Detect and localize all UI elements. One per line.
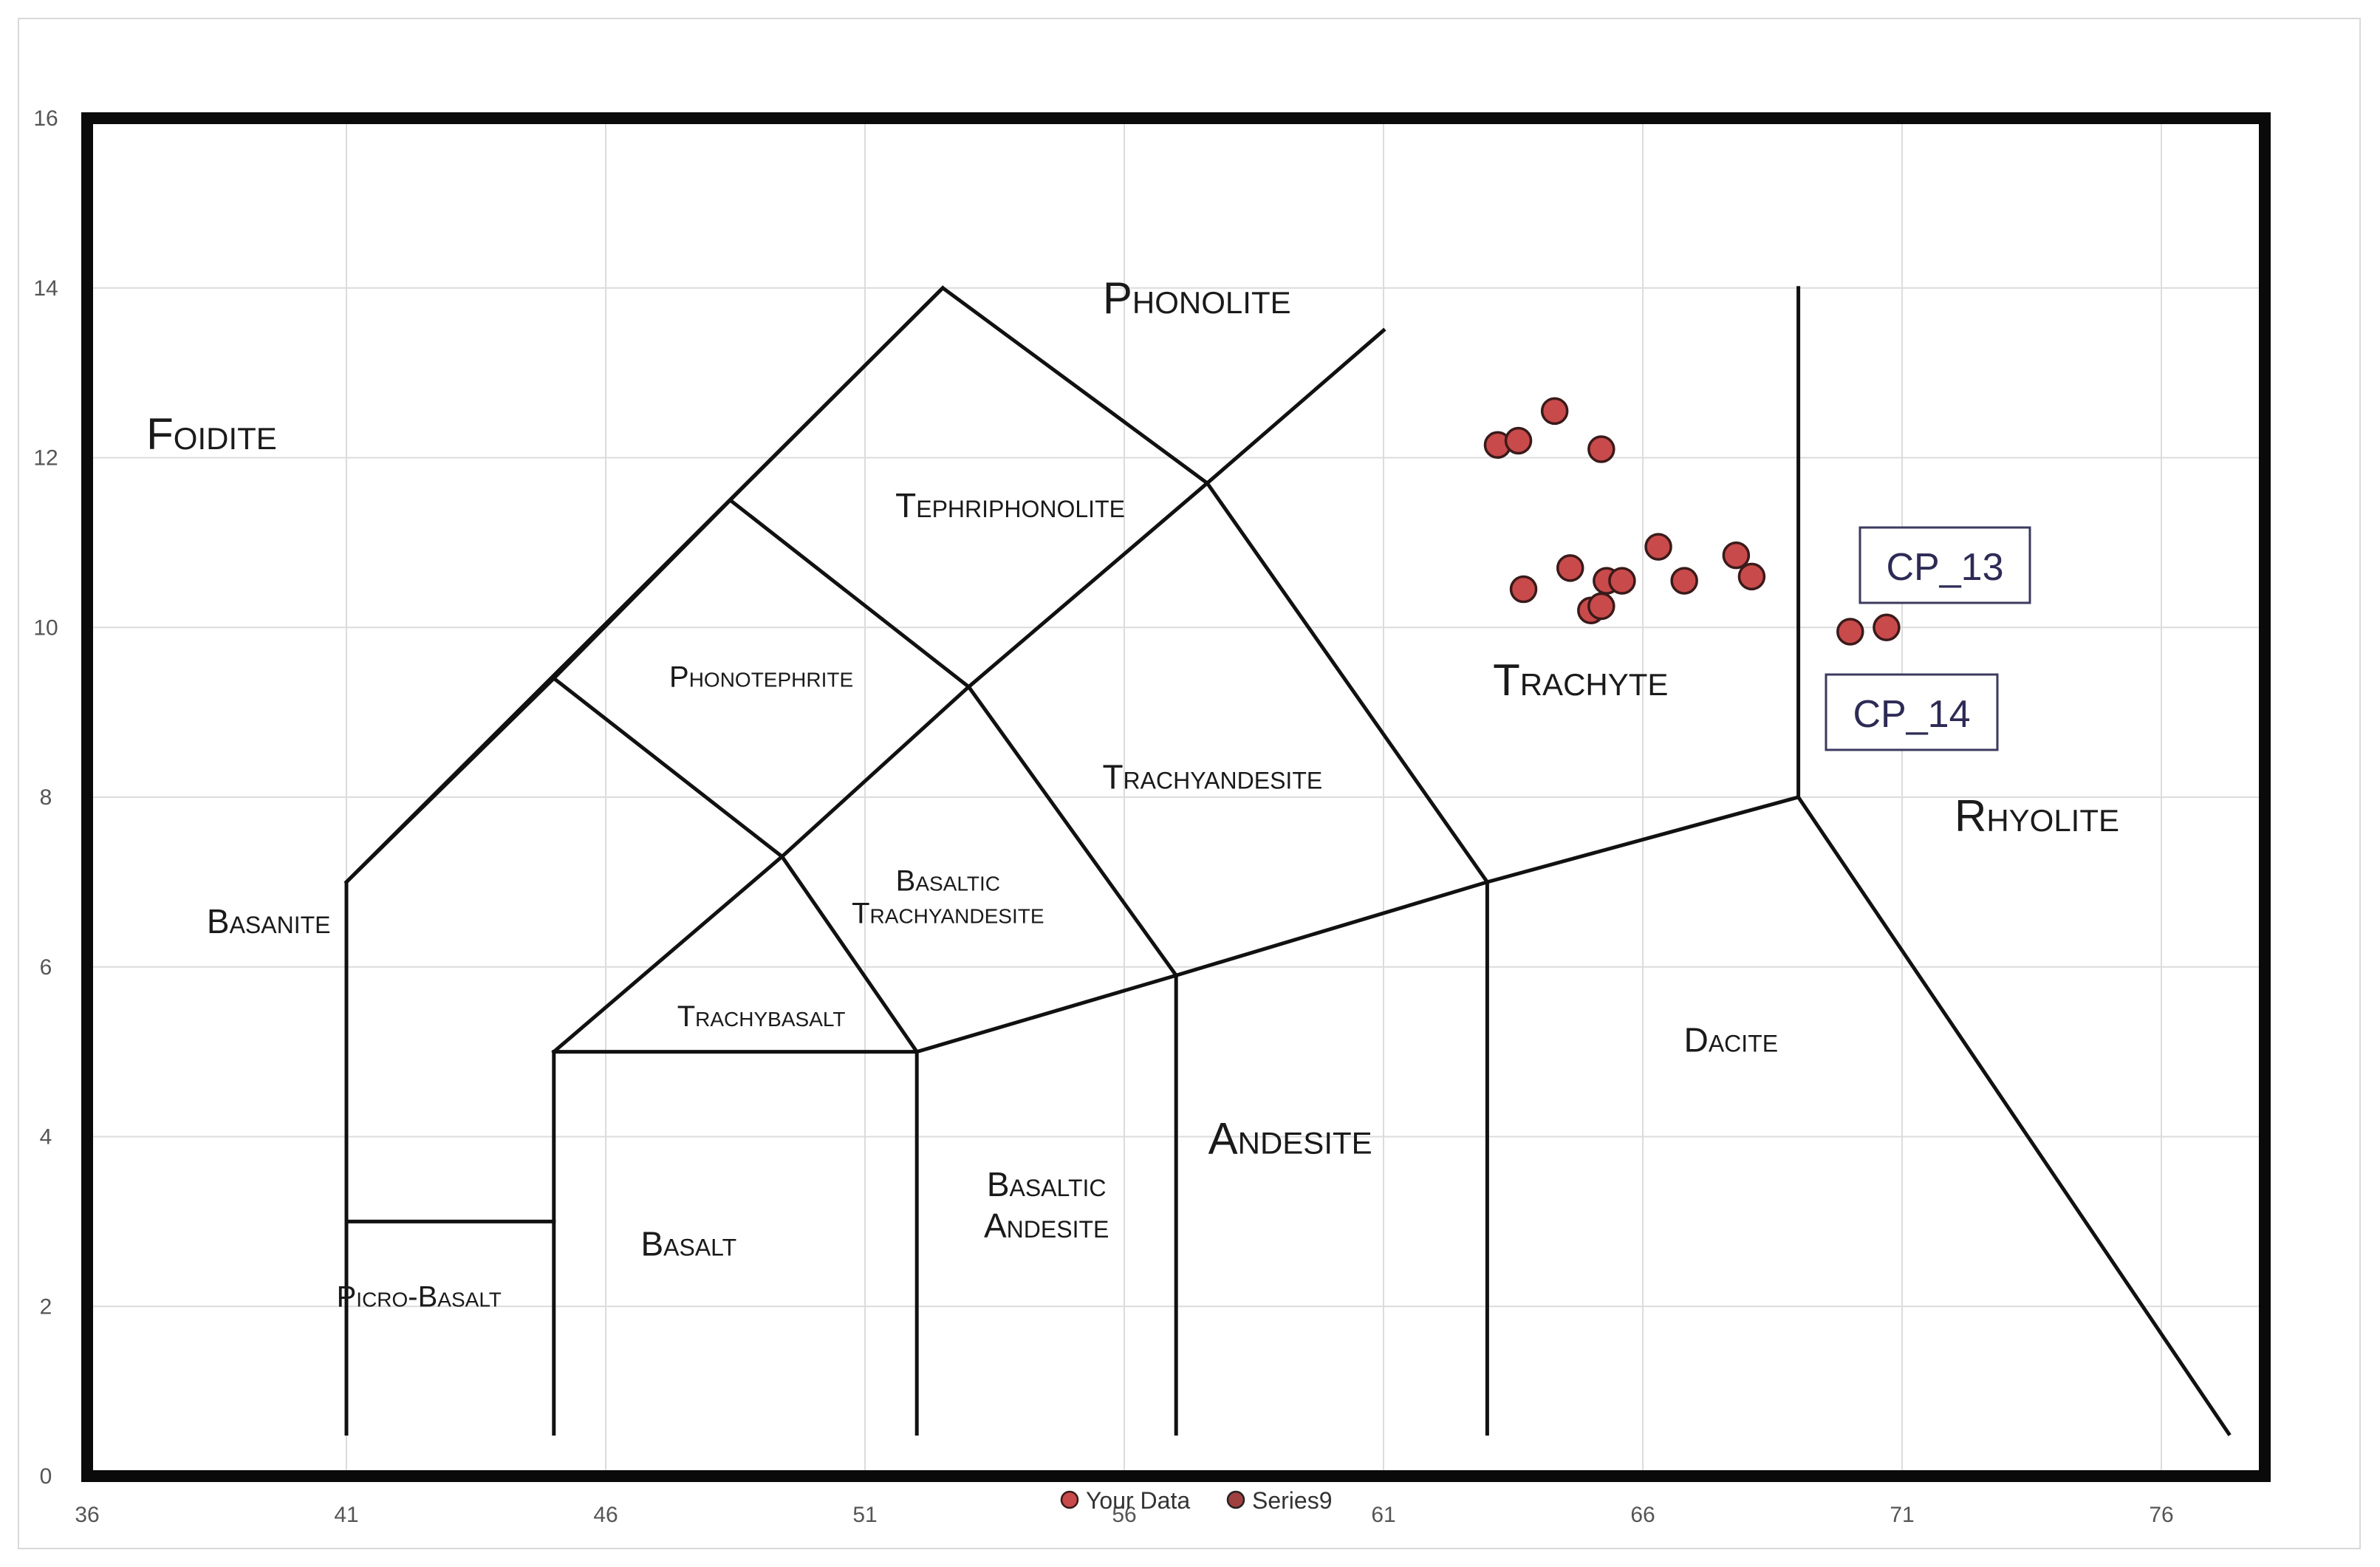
region-label-phonotephrite: Phonotephrite	[669, 661, 853, 694]
region-label-tephriphonolite: Tephriphonolite	[895, 486, 1125, 525]
annotation-box	[1825, 673, 1999, 751]
legend-marker-your-data	[1060, 1490, 1079, 1509]
data-point	[1587, 435, 1615, 463]
data-point	[1587, 592, 1615, 621]
x-tick-label: 56	[1112, 1503, 1136, 1527]
annotation-cp14: CP_14	[1825, 673, 1999, 751]
annotation-cp13: CP_13	[1858, 526, 2031, 604]
data-point	[1737, 562, 1766, 591]
x-tick-label: 46	[593, 1503, 618, 1527]
x-tick-label: 76	[2149, 1503, 2173, 1527]
annotation-label: CP_13	[1887, 546, 2004, 589]
x-tick-label: 61	[1371, 1503, 1395, 1527]
plot-area-border	[81, 112, 2271, 1482]
classification-boundaries	[343, 285, 2232, 1437]
data-point	[1509, 575, 1538, 604]
region-label-trachyandesite: Trachyandesite	[1102, 758, 1322, 796]
y-tick-label: 14	[33, 276, 58, 301]
y-tick-label: 12	[33, 446, 58, 471]
annotation-box	[1858, 526, 2031, 604]
region-label-basaltic-andesite: Basaltic Andesite	[984, 1165, 1109, 1245]
y-tick-label: 4	[40, 1125, 52, 1150]
field-boundary	[727, 285, 1490, 885]
x-tick-label: 71	[1890, 1503, 1914, 1527]
legend-marker-series9	[1226, 1490, 1245, 1509]
data-point	[1836, 618, 1864, 646]
x-tick-label: 41	[334, 1503, 358, 1527]
data-point	[1608, 567, 1636, 595]
y-tick-label: 2	[40, 1294, 52, 1319]
data-points	[1483, 397, 1901, 646]
legend: Your Data Series9	[1060, 1487, 1333, 1514]
region-label-basaltic-trachyandesite: Basaltic Trachyandesite	[852, 864, 1044, 929]
region-label-foidite: Foidite	[146, 409, 277, 459]
data-point	[1722, 541, 1751, 570]
field-boundary	[551, 497, 1179, 978]
region-label-dacite: Dacite	[1684, 1021, 1778, 1059]
region-label-rhyolite: Rhyolite	[1955, 791, 2119, 841]
legend-label-your-data: Your Data	[1086, 1487, 1190, 1514]
region-label-basanite: Basanite	[207, 902, 331, 940]
data-point	[1644, 533, 1672, 561]
region-label-andesite: Andesite	[1208, 1113, 1372, 1163]
x-tick-label: 51	[852, 1503, 877, 1527]
data-point	[1504, 426, 1533, 455]
chart-frame	[18, 18, 2361, 1549]
data-point	[1873, 613, 1901, 641]
data-point	[1540, 397, 1569, 426]
y-tick-label: 10	[33, 615, 58, 640]
x-tick-label: 36	[75, 1503, 99, 1527]
data-point	[1556, 554, 1584, 582]
region-label-trachyte: Trachyte	[1493, 655, 1668, 705]
y-tick-label: 16	[33, 106, 58, 131]
y-tick-label: 8	[40, 785, 52, 810]
region-label-picro-basalt: Picro-Basalt	[337, 1280, 502, 1313]
annotation-label: CP_14	[1853, 693, 1971, 736]
y-tick-label: 0	[40, 1464, 52, 1489]
region-label-phonolite: Phonolite	[1103, 273, 1291, 323]
legend-label-series9: Series9	[1252, 1487, 1333, 1514]
field-boundary	[343, 675, 920, 1055]
y-tick-label: 6	[40, 955, 52, 980]
region-label-basalt: Basalt	[640, 1224, 736, 1263]
region-label-trachybasalt: Trachybasalt	[677, 1000, 846, 1033]
region-labels: Phonolite Foidite Tephriphonolite Phonoteph…	[146, 273, 2119, 1313]
x-tick-label: 66	[1630, 1503, 1655, 1527]
data-point	[1670, 567, 1698, 595]
